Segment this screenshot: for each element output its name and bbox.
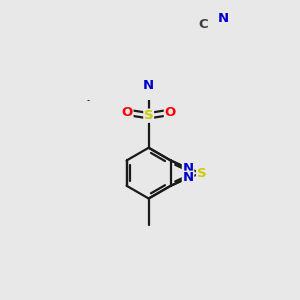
Text: S: S (196, 167, 206, 180)
Text: S: S (144, 109, 154, 122)
Text: N: N (182, 162, 194, 175)
Text: O: O (122, 106, 133, 119)
Text: N: N (182, 171, 194, 184)
Text: N: N (143, 79, 154, 92)
Text: C: C (199, 18, 208, 31)
Text: N: N (218, 12, 229, 26)
Text: O: O (164, 106, 176, 119)
